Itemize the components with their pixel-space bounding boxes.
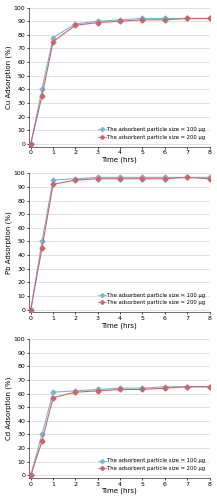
Legend: The adsorbent particle size = 100 μg, The adsorbent particle size = 200 μg: The adsorbent particle size = 100 μg, Th… <box>96 457 207 472</box>
Y-axis label: Pb Adsorption (%): Pb Adsorption (%) <box>6 212 12 274</box>
Legend: The adsorbent particle size = 100 μg, The adsorbent particle size = 200 μg: The adsorbent particle size = 100 μg, Th… <box>96 291 207 307</box>
Y-axis label: Cd Adsorption (%): Cd Adsorption (%) <box>6 377 12 440</box>
X-axis label: Time (hrs): Time (hrs) <box>101 488 137 494</box>
Legend: The adsorbent particle size = 100 μg, The adsorbent particle size = 200 μg: The adsorbent particle size = 100 μg, Th… <box>96 126 207 141</box>
X-axis label: Time (hrs): Time (hrs) <box>101 156 137 163</box>
Y-axis label: Cu Adsorption (%): Cu Adsorption (%) <box>6 46 12 109</box>
X-axis label: Time (hrs): Time (hrs) <box>101 322 137 328</box>
